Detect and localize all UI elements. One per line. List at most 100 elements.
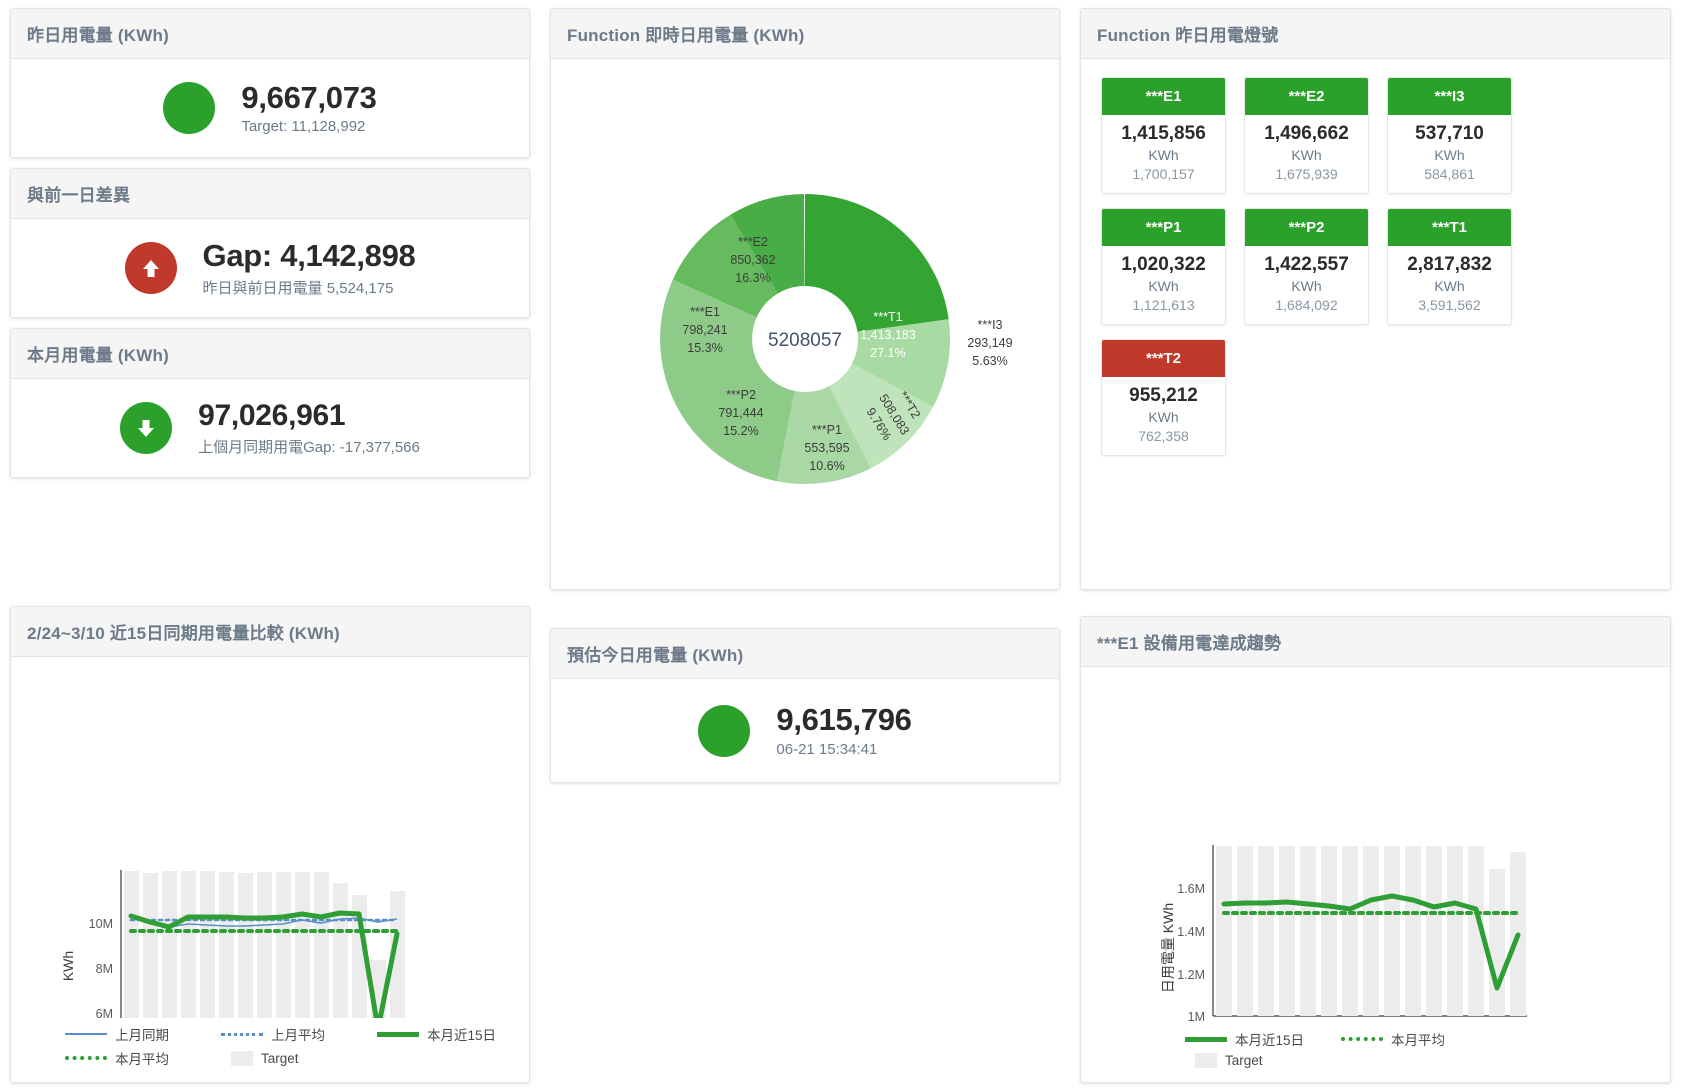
column-left-bottom: 2/24~3/10 近15日同期用電量比較 (KWh) xyxy=(0,598,540,1091)
legend-label: 上月同期 xyxy=(115,1028,169,1043)
tile-target: 1,675,939 xyxy=(1275,166,1338,182)
donut-chart: ***T1 1,413,183 27.1% ***I3 293,149 5.63… xyxy=(555,63,1055,585)
status-tile[interactable]: ***T2 955,212 KWh 762,358 xyxy=(1101,339,1226,456)
legend-item: Target xyxy=(1185,1053,1656,1068)
tile-unit: KWh xyxy=(1148,278,1179,294)
tile-body: 1,422,557 KWh 1,684,092 xyxy=(1245,246,1368,324)
series-this-month xyxy=(128,910,400,1018)
donut-svg: ***T1 1,413,183 27.1% ***I3 293,149 5.63… xyxy=(660,194,1013,484)
card-content: Gap: 4,142,898 昨日與前日用電量 5,524,175 xyxy=(11,219,529,317)
bar-swatch-icon xyxy=(1195,1053,1217,1068)
slice-i3[interactable] xyxy=(851,319,951,407)
card-e1-trend: ***E1 設備用電達成趨勢 xyxy=(1080,616,1671,1083)
card-estimate-today: 預估今日用電量 (KWh) 9,615,796 06-21 15:34:41 xyxy=(550,628,1060,783)
kpi-value: 9,615,796 xyxy=(776,702,912,738)
slice-label-p2: ***P2 791,444 15.2% xyxy=(718,388,763,438)
tile-name: ***E1 xyxy=(1102,78,1225,115)
svg-text:798,241: 798,241 xyxy=(682,323,727,337)
slice-e1[interactable] xyxy=(672,214,778,318)
slice-t2[interactable] xyxy=(829,363,934,469)
tile-body: 2,817,832 KWh 3,591,562 xyxy=(1388,246,1511,324)
slice-label-e2: ***E2 850,362 16.3% xyxy=(730,235,775,285)
card-yesterday-usage: 昨日用電量 (KWh) 9,667,073 Target: 11,128,992 xyxy=(10,8,530,158)
kpi-value: Gap: 4,142,898 xyxy=(202,238,416,273)
compare-legend: 上月同期 上月平均 本月近15日 本月平均 xyxy=(25,1024,515,1068)
dotted-swatch-icon xyxy=(1341,1037,1383,1041)
slice-t1[interactable] xyxy=(805,194,949,332)
tile-value: 537,710 xyxy=(1415,123,1484,144)
e1-legend: 本月近15日 本月平均 Target xyxy=(1095,1029,1656,1068)
tile-body: 1,020,322 KWh 1,121,613 xyxy=(1102,246,1225,324)
column-left: 昨日用電量 (KWh) 9,667,073 Target: 11,128,992… xyxy=(0,0,540,598)
tile-body: 1,496,662 KWh 1,675,939 xyxy=(1245,115,1368,193)
card-content: 9,667,073 Target: 11,128,992 xyxy=(11,59,529,157)
tile-target: 1,684,092 xyxy=(1275,297,1338,313)
kpi-detail: 昨日與前日用電量 5,524,175 xyxy=(202,279,394,297)
kpi-texts: 9,667,073 Target: 11,128,992 xyxy=(241,79,377,136)
tile-unit: KWh xyxy=(1148,409,1179,425)
series-this-month xyxy=(1221,893,1521,991)
kpi-detail: 上個月同期用電Gap: -17,377,566 xyxy=(198,438,420,456)
tile-name: ***P1 xyxy=(1102,209,1225,246)
kpi-value: 9,667,073 xyxy=(241,79,377,115)
tile-body: 955,212 KWh 762,358 xyxy=(1102,377,1225,455)
tile-target: 584,861 xyxy=(1424,166,1475,182)
svg-text:27.1%: 27.1% xyxy=(870,346,905,360)
card-day-gap: 與前一日差異 Gap: 4,142,898 昨日與前日用電量 5,524,175 xyxy=(10,168,530,318)
svg-text:10M: 10M xyxy=(89,917,113,931)
status-tile[interactable]: ***E1 1,415,856 KWh 1,700,157 xyxy=(1101,77,1226,194)
slice-label-e1: ***E1 798,241 15.3% xyxy=(682,305,727,355)
legend-label: 本月平均 xyxy=(1391,1033,1445,1048)
tile-body: 537,710 KWh 584,861 xyxy=(1388,115,1511,193)
kpi-target: Target: 11,128,992 xyxy=(241,118,366,136)
slice-p2[interactable] xyxy=(660,279,795,482)
svg-text:16.3%: 16.3% xyxy=(735,271,770,285)
svg-text:1M: 1M xyxy=(1188,1010,1205,1023)
tile-unit: KWh xyxy=(1434,147,1465,163)
donut-center-label: 5208057 xyxy=(768,330,842,351)
svg-text:1.4M: 1.4M xyxy=(1177,925,1205,939)
card-title: Function 即時日用電量 (KWh) xyxy=(551,9,1059,59)
card-title: Function 昨日用電燈號 xyxy=(1081,9,1670,59)
legend-label: Target xyxy=(261,1050,299,1066)
legend-label: 上月平均 xyxy=(271,1028,325,1043)
tile-unit: KWh xyxy=(1291,147,1322,163)
tile-value: 1,496,662 xyxy=(1264,123,1349,144)
column-right-top: Function 昨日用電燈號 ***E1 1,415,856 KWh 1,70… xyxy=(1070,0,1681,598)
svg-text:8M: 8M xyxy=(96,962,113,976)
status-tile[interactable]: ***P1 1,020,322 KWh 1,121,613 xyxy=(1101,208,1226,325)
arrow-down-icon xyxy=(120,402,173,454)
svg-text:6M: 6M xyxy=(96,1007,113,1018)
status-tile[interactable]: ***T1 2,817,832 KWh 3,591,562 xyxy=(1387,208,1512,325)
slice-e2[interactable] xyxy=(730,194,805,294)
status-tile[interactable]: ***I3 537,710 KWh 584,861 xyxy=(1387,77,1512,194)
tile-value: 1,415,856 xyxy=(1121,123,1206,144)
tile-target: 762,358 xyxy=(1138,428,1189,444)
svg-text:***E2: ***E2 xyxy=(738,235,768,249)
card-month-usage: 本月用電量 (KWh) 97,026,961 上個月同期用電Gap: -17,3… xyxy=(10,328,530,478)
line-swatch-icon xyxy=(65,1033,107,1035)
kpi-value: 97,026,961 xyxy=(198,399,346,433)
svg-text:1.6M: 1.6M xyxy=(1177,882,1205,896)
y-axis-ticks: 10M 8M 6M xyxy=(89,917,113,1018)
status-tile[interactable]: ***E2 1,496,662 KWh 1,675,939 xyxy=(1244,77,1369,194)
svg-text:***I3: ***I3 xyxy=(977,318,1002,332)
svg-text:791,444: 791,444 xyxy=(718,406,763,420)
column-right-bottom: ***E1 設備用電達成趨勢 xyxy=(1070,598,1681,1091)
card-title: 2/24~3/10 近15日同期用電量比較 (KWh) xyxy=(11,607,529,657)
slice-p1[interactable] xyxy=(776,386,871,484)
card-content: 10M 8M 6M KWh Feb 27 xyxy=(11,657,529,1082)
card-title: ***E1 設備用電達成趨勢 xyxy=(1081,617,1670,667)
card-realtime-donut: Function 即時日用電量 (KWh) xyxy=(550,8,1060,590)
legend-item: 本月平均 xyxy=(1341,1029,1479,1049)
svg-text:553,595: 553,595 xyxy=(804,441,849,455)
column-center-bottom: 預估今日用電量 (KWh) 9,615,796 06-21 15:34:41 xyxy=(540,598,1070,1091)
tile-target: 3,591,562 xyxy=(1418,297,1481,313)
svg-text:10.6%: 10.6% xyxy=(809,459,844,473)
card-compare-chart: 2/24~3/10 近15日同期用電量比較 (KWh) xyxy=(10,606,530,1083)
card-status-tiles: Function 昨日用電燈號 ***E1 1,415,856 KWh 1,70… xyxy=(1080,8,1671,590)
target-bars xyxy=(124,871,405,1018)
status-tile[interactable]: ***P2 1,422,557 KWh 1,684,092 xyxy=(1244,208,1369,325)
green-dot-icon xyxy=(163,82,216,134)
